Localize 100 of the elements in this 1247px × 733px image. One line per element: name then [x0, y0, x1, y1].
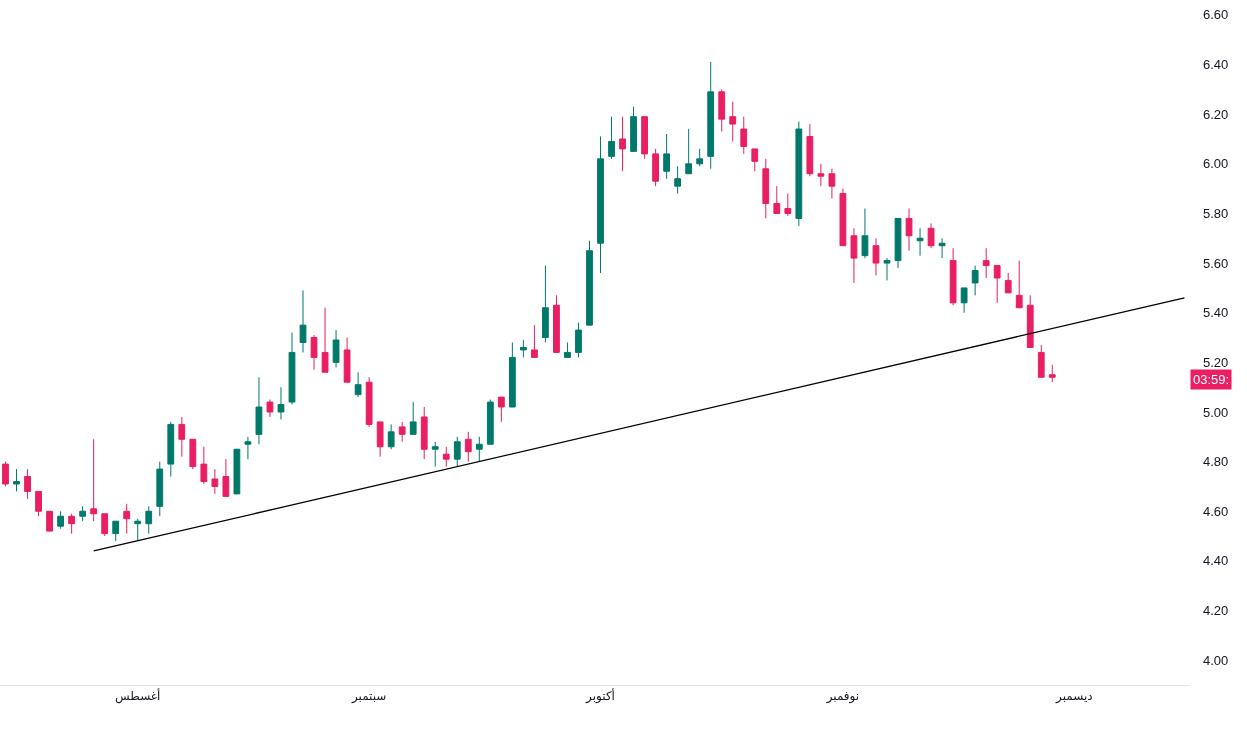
- y-tick-label: 4.20: [1203, 603, 1229, 619]
- candlestick: [519, 339, 527, 358]
- candlestick: [46, 510, 53, 532]
- y-tick-label: 6.60: [1203, 7, 1229, 23]
- x-tick-label: أغسطس: [115, 688, 161, 705]
- candlestick: [938, 237, 946, 259]
- candlestick: [696, 148, 704, 167]
- candlestick: [299, 289, 307, 353]
- candlestick: [57, 510, 64, 530]
- y-tick-label: 6.20: [1203, 106, 1229, 122]
- candlestick: [1004, 272, 1012, 294]
- candlestick: [839, 188, 847, 247]
- candlestick: [773, 185, 781, 214]
- candlestick: [13, 468, 20, 492]
- candlestick: [718, 88, 726, 133]
- x-tick-label: ديسمبر: [1055, 689, 1093, 705]
- candlestick: [575, 322, 582, 358]
- candlestick: [486, 399, 494, 445]
- y-tick-label: 6.40: [1203, 57, 1229, 73]
- candlestick: [872, 237, 880, 276]
- candlestick: [597, 136, 604, 274]
- candlestick: [497, 396, 505, 423]
- candlestick: [740, 116, 748, 155]
- candlestick: [310, 334, 318, 371]
- x-tick-label: أكتوبر: [585, 688, 615, 705]
- candlestick: [211, 468, 219, 495]
- candlestick: [707, 61, 715, 170]
- annotation: 03:59:: [1193, 372, 1230, 387]
- candlestick: [883, 257, 891, 281]
- candlestick: [982, 247, 990, 279]
- candlestick: [222, 458, 230, 497]
- candlestick: [663, 133, 671, 180]
- candlestick: [189, 438, 197, 470]
- candlestick: [916, 227, 924, 257]
- candlestick: [729, 101, 737, 142]
- candlestick: [167, 421, 175, 478]
- y-tick-label: 5.60: [1203, 255, 1229, 271]
- candlestick: [993, 265, 1001, 304]
- candlestick: [112, 520, 120, 542]
- candlestick: [751, 148, 759, 172]
- candlestick: [949, 247, 957, 306]
- candlestick: [475, 436, 483, 463]
- x-tick-label: سبتمبر: [350, 689, 387, 705]
- candlestick: [508, 342, 516, 408]
- candlestick: [79, 505, 87, 522]
- candlestick: [90, 438, 98, 522]
- candlestick: [828, 168, 836, 200]
- candlestick: [123, 503, 131, 535]
- candlestick: [905, 207, 913, 252]
- y-tick-label: 4.40: [1203, 553, 1229, 569]
- candlestick: [156, 461, 164, 517]
- candlestick: [564, 342, 571, 358]
- candlestick: [343, 337, 351, 383]
- candlestick: [542, 265, 549, 343]
- candlestick: [553, 294, 560, 353]
- candlestick: [453, 436, 461, 468]
- candlestick: [762, 158, 770, 219]
- candlestick: [894, 217, 902, 269]
- candlestick: [1048, 364, 1056, 383]
- candlestick: [795, 121, 803, 227]
- candlestick: [442, 446, 450, 468]
- candlestick: [332, 329, 340, 368]
- y-tick-label: 6.00: [1203, 156, 1229, 172]
- y-tick-label: 4.00: [1203, 652, 1229, 668]
- candlestick: [409, 401, 417, 435]
- candlestick: [420, 406, 428, 460]
- y-tick-label: 4.80: [1203, 454, 1229, 470]
- candlestick: [387, 423, 395, 450]
- candlestick: [277, 386, 285, 420]
- candlestick: [321, 307, 329, 373]
- candlestick: [464, 431, 472, 463]
- candlestick: [861, 207, 869, 259]
- candlestick: [68, 513, 76, 535]
- candlestick: [431, 441, 439, 468]
- candlestick: [927, 222, 935, 249]
- candlestick: [288, 332, 296, 406]
- candlestick: [24, 468, 31, 500]
- candlestick: [674, 165, 682, 195]
- candlestick: [806, 123, 814, 177]
- candlestick: [178, 416, 186, 458]
- candlestick: [630, 106, 637, 152]
- candlestick: [233, 448, 241, 495]
- y-tick-label: 5.80: [1203, 205, 1229, 221]
- candlestick: [586, 240, 593, 326]
- y-tick-label: 5.40: [1203, 305, 1229, 321]
- candlestick: [608, 116, 615, 160]
- candlestick: [2, 461, 9, 487]
- candlestick: [134, 518, 142, 542]
- candlestick: [1037, 344, 1045, 378]
- candlestick: [652, 148, 659, 187]
- candlestick: [784, 193, 792, 217]
- candlestick: [365, 376, 373, 428]
- candlestick: [255, 376, 263, 445]
- y-tick-label: 5.20: [1203, 354, 1229, 370]
- candlestick: [1015, 260, 1023, 309]
- candlestick: [641, 116, 648, 160]
- y-tick-label: 5.00: [1203, 404, 1229, 420]
- candlestick: [850, 227, 858, 284]
- candlestick: [971, 265, 979, 296]
- candlestick: [960, 287, 968, 314]
